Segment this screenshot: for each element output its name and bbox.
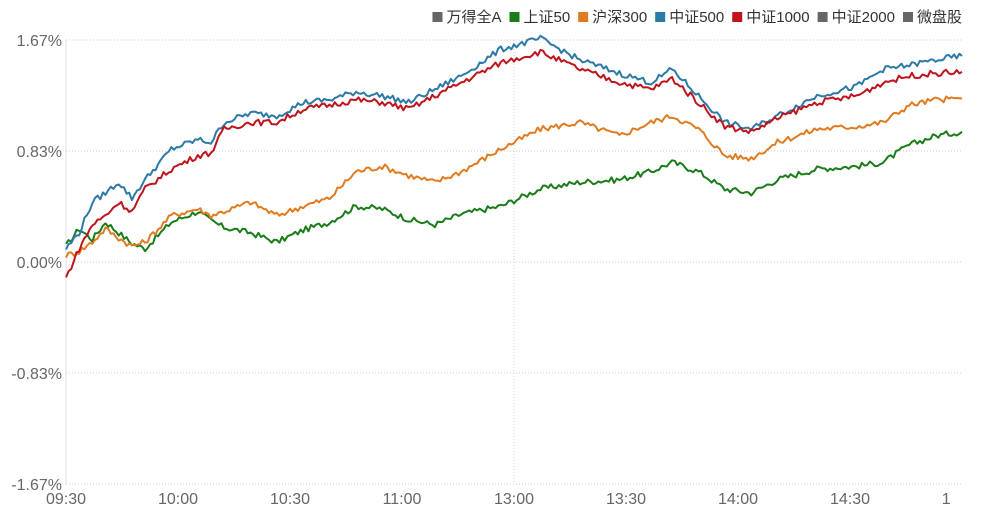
y-tick-label: 1.67% xyxy=(17,33,62,50)
x-tick-label: 11:00 xyxy=(383,491,422,508)
legend-swatch xyxy=(732,12,743,22)
y-axis-ticks: 1.67% 0.83% 0.00% -0.83% -1.67% xyxy=(11,33,62,494)
legend-label: 中证500 xyxy=(669,9,724,26)
x-tick-label: 10:00 xyxy=(158,491,198,508)
legend-swatch xyxy=(432,12,443,22)
series-line-1 xyxy=(65,130,963,253)
x-tick-label: 13:30 xyxy=(606,491,646,508)
legend-swatch xyxy=(509,12,520,22)
series-lines xyxy=(65,34,963,278)
legend-swatch xyxy=(655,12,666,22)
x-tick-label: 1 xyxy=(942,491,951,508)
y-tick-label: -0.83% xyxy=(11,366,62,383)
legend-label: 微盘股 xyxy=(917,8,962,26)
series-line-2 xyxy=(65,95,963,259)
legend-swatch xyxy=(817,12,828,22)
legend-label: 上证50 xyxy=(523,9,570,26)
legend-label: 中证2000 xyxy=(832,9,895,26)
x-tick-label: 10:30 xyxy=(270,491,310,508)
x-tick-label: 13:00 xyxy=(494,491,534,508)
y-tick-label: 0.83% xyxy=(17,144,62,161)
grid-lines xyxy=(65,39,962,485)
x-tick-label: 09:30 xyxy=(46,491,86,508)
legend-label: 沪深300 xyxy=(592,9,647,26)
legend-label: 万得全A xyxy=(446,8,501,26)
legend-label: 中证1000 xyxy=(746,9,809,26)
x-tick-label: 14:00 xyxy=(718,491,758,508)
x-tick-label: 14:30 xyxy=(830,491,870,508)
series-line-3 xyxy=(65,34,963,250)
y-tick-label: 0.00% xyxy=(17,255,62,272)
legend-swatch xyxy=(902,12,913,22)
x-axis-ticks: 09:30 10:00 10:30 11:00 13:00 13:30 14:00 14:30… xyxy=(46,491,951,508)
legend: 万得全A 上证50 沪深300 中证500 中证1000 中证2000 微盘股 xyxy=(432,8,962,26)
series-line-4 xyxy=(65,49,963,278)
legend-swatch xyxy=(578,12,589,22)
y-tick-label: -1.67% xyxy=(11,477,62,494)
